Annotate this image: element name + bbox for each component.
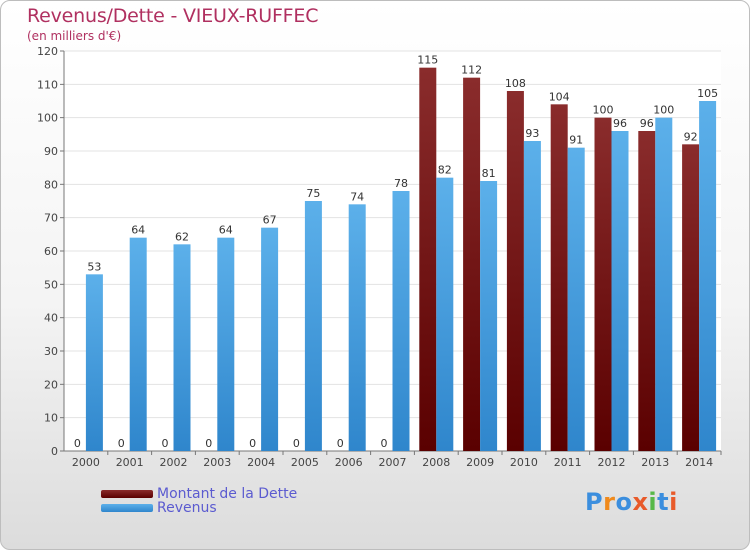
value-label-revenus: 53 xyxy=(87,260,101,273)
value-label-revenus: 62 xyxy=(175,230,189,243)
proxiti-logo: Proxiti xyxy=(585,488,678,516)
y-tick-label: 10 xyxy=(44,412,58,425)
bar-revenus xyxy=(173,244,191,451)
logo-letter: i xyxy=(648,488,658,516)
x-tick-label: 2014 xyxy=(685,456,713,469)
value-label-dette: 96 xyxy=(640,117,654,130)
bar-dette xyxy=(419,67,437,452)
bar-revenus xyxy=(392,191,410,451)
value-label-revenus: 100 xyxy=(653,104,674,117)
legend-label-dette: Montant de la Dette xyxy=(157,486,298,502)
value-label-dette: 92 xyxy=(684,130,698,143)
bar-dette xyxy=(638,131,656,451)
x-tick-label: 2001 xyxy=(116,456,144,469)
value-label-dette: 0 xyxy=(337,437,344,450)
bar-revenus xyxy=(304,201,322,451)
legend-item-revenus: Revenus xyxy=(101,500,297,516)
value-label-revenus: 74 xyxy=(350,190,364,203)
y-tick-label: 40 xyxy=(44,312,58,325)
y-tick-label: 30 xyxy=(44,345,58,358)
x-tick-label: 2009 xyxy=(466,456,494,469)
legend-label-revenus: Revenus xyxy=(157,500,217,516)
logo-letter: i xyxy=(669,488,678,516)
x-tick-label: 2006 xyxy=(335,456,363,469)
logo-letter: x xyxy=(632,488,649,516)
y-tick-label: 0 xyxy=(51,445,58,458)
value-label-dette: 0 xyxy=(205,437,212,450)
bar-revenus xyxy=(655,117,673,452)
value-label-dette: 0 xyxy=(249,437,256,450)
y-tick-label: 120 xyxy=(37,45,58,58)
value-label-dette: 108 xyxy=(505,77,526,90)
x-tick-label: 2003 xyxy=(203,456,231,469)
legend-item-dette: Montant de la Dette xyxy=(101,486,298,502)
y-tick-label: 60 xyxy=(44,245,58,258)
x-tick-label: 2012 xyxy=(598,456,626,469)
x-tick-label: 2008 xyxy=(422,456,450,469)
legend-swatch-dette xyxy=(101,490,153,498)
bar-dette xyxy=(682,144,700,452)
value-label-revenus: 64 xyxy=(219,224,233,237)
y-tick-label: 20 xyxy=(44,378,58,391)
bar-revenus xyxy=(348,204,366,451)
value-label-revenus: 96 xyxy=(613,117,627,130)
value-label-dette: 112 xyxy=(461,64,482,77)
value-label-revenus: 64 xyxy=(131,224,145,237)
x-tick-label: 2010 xyxy=(510,456,538,469)
bar-revenus xyxy=(129,237,147,451)
bar-revenus xyxy=(611,131,629,451)
value-label-revenus: 93 xyxy=(525,127,539,140)
y-tick-label: 80 xyxy=(44,178,58,191)
value-label-dette: 0 xyxy=(293,437,300,450)
bar-revenus xyxy=(436,177,454,451)
x-tick-label: 2007 xyxy=(379,456,407,469)
value-label-dette: 100 xyxy=(593,104,614,117)
x-tick-label: 2002 xyxy=(160,456,188,469)
logo-letter: P xyxy=(585,488,604,516)
x-tick-label: 2013 xyxy=(641,456,669,469)
value-label-revenus: 105 xyxy=(697,87,718,100)
y-tick-label: 70 xyxy=(44,212,58,225)
bar-revenus xyxy=(567,147,585,451)
bar-dette xyxy=(463,77,481,452)
bar-revenus xyxy=(480,181,498,451)
value-label-revenus: 81 xyxy=(482,167,496,180)
logo-letter: t xyxy=(657,488,670,516)
bar-revenus xyxy=(261,227,279,451)
bar-revenus xyxy=(699,101,717,451)
x-tick-label: 2004 xyxy=(247,456,275,469)
x-tick-label: 2000 xyxy=(72,456,100,469)
x-tick-label: 2005 xyxy=(291,456,319,469)
value-label-dette: 0 xyxy=(381,437,388,450)
value-label-revenus: 75 xyxy=(306,187,320,200)
y-tick-label: 110 xyxy=(37,78,58,91)
y-tick-label: 100 xyxy=(37,112,58,125)
bar-revenus xyxy=(217,237,235,451)
chart-title: Revenus/Dette - VIEUX-RUFFEC xyxy=(27,5,319,27)
value-label-dette: 115 xyxy=(417,54,438,67)
value-label-dette: 0 xyxy=(118,437,125,450)
y-tick-label: 50 xyxy=(44,278,58,291)
legend-swatch-revenus xyxy=(101,504,153,512)
value-label-dette: 104 xyxy=(549,90,570,103)
x-tick-label: 2011 xyxy=(554,456,582,469)
bar-revenus xyxy=(85,274,103,451)
y-tick-label: 90 xyxy=(44,145,58,158)
value-label-dette: 0 xyxy=(162,437,169,450)
legend: Montant de la Dette Revenus xyxy=(101,486,298,516)
logo-letter: r xyxy=(603,488,616,516)
bar-dette xyxy=(594,117,612,452)
bar-dette xyxy=(506,91,524,451)
value-label-revenus: 82 xyxy=(438,164,452,177)
value-label-revenus: 78 xyxy=(394,177,408,190)
bar-dette xyxy=(550,104,568,451)
value-label-dette: 0 xyxy=(74,437,81,450)
logo-letter: o xyxy=(615,488,633,516)
value-label-revenus: 67 xyxy=(263,214,277,227)
chart-subtitle: (en milliers d'€) xyxy=(27,29,122,43)
bar-revenus xyxy=(523,141,541,451)
value-label-revenus: 91 xyxy=(569,134,583,147)
